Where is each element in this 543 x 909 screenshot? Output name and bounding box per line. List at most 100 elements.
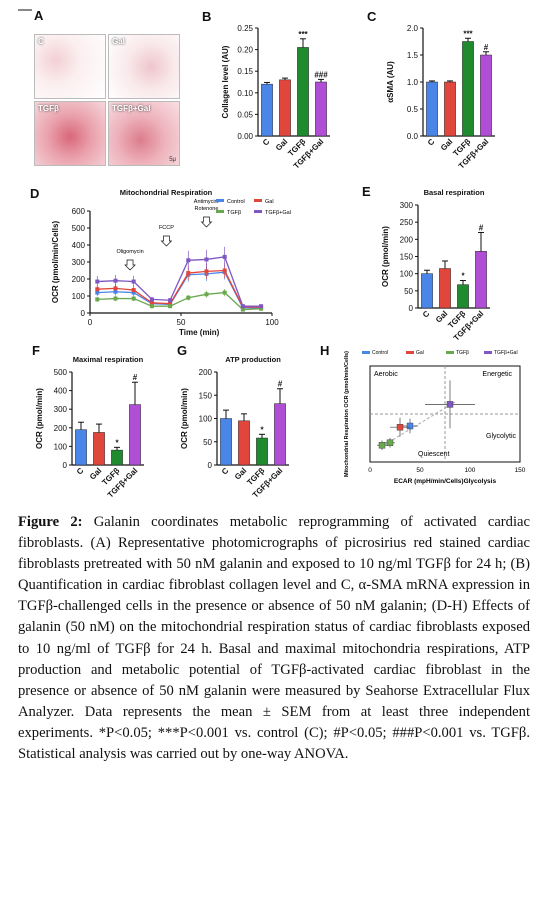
y-axis-title: Mitochondrial Respiration OCR (pmol/min/… xyxy=(344,351,350,477)
data-point xyxy=(149,304,154,309)
micrograph-label: Gal xyxy=(112,37,125,46)
bar xyxy=(261,83,273,137)
micrograph-tgfb-gal: TGFβ+Gal 5μ xyxy=(108,101,180,166)
injection-arrow xyxy=(124,259,136,271)
y-tick-label: 0.5 xyxy=(407,105,419,114)
bar xyxy=(274,403,286,466)
micrograph-gal: Gal xyxy=(108,34,180,99)
bar xyxy=(457,284,469,309)
data-point xyxy=(406,422,414,430)
y-tick-label: 150 xyxy=(400,253,414,262)
legend-label: Control xyxy=(372,350,388,356)
legend-swatch xyxy=(254,210,262,213)
bar xyxy=(475,251,487,309)
bar xyxy=(297,47,309,137)
y-tick-label: 300 xyxy=(72,258,86,267)
x-axis-title: Time (min) xyxy=(179,328,220,337)
y-tick-label: 200 xyxy=(400,235,414,244)
y-tick-label: 0.10 xyxy=(237,89,253,98)
y-tick-label: 100 xyxy=(54,442,68,451)
bar xyxy=(315,81,327,137)
bar xyxy=(220,418,232,466)
data-point xyxy=(240,304,245,309)
x-tick-label: C xyxy=(75,466,86,477)
data-point xyxy=(259,304,264,309)
x-tick-label: C xyxy=(426,137,437,148)
x-tick-label: 50 xyxy=(177,318,186,327)
x-tick-label: 150 xyxy=(515,467,526,474)
legend-swatch xyxy=(406,351,414,354)
panel-a: A xyxy=(18,8,44,23)
y-tick-label: 200 xyxy=(54,424,68,433)
data-point xyxy=(113,278,118,283)
scale-label: 5μ xyxy=(169,157,176,163)
y-tick-label: 0 xyxy=(208,461,213,470)
injection-label: Oligomycin xyxy=(116,249,143,255)
significance-mark: # xyxy=(479,223,484,232)
data-point xyxy=(131,296,136,301)
x-axis-title: ECAR (mpH/min/Cells)Glycolysis xyxy=(394,478,497,485)
panel-d: D Mitochondrial Respiration OCR (pmol/min/… xyxy=(30,186,291,337)
figure: A C Gal TGFβ TGFβ+Gal 5μ B Collagen level… xyxy=(18,8,526,500)
chart-title: Mitochondrial Respiration xyxy=(120,188,213,197)
injection-arrow xyxy=(200,216,213,228)
bar xyxy=(75,429,87,466)
panel-g: G ATP production OCR (pmol/min) 0 50 100 150 20… xyxy=(177,343,289,500)
data-point xyxy=(222,290,227,295)
legend-label: TGFβ xyxy=(456,350,469,356)
panel-e: E Basal respiration OCR (pmol/min) 0 50 100 15… xyxy=(362,184,490,343)
data-point xyxy=(378,441,386,449)
micrograph-label: C xyxy=(38,37,44,46)
micrograph-control: C xyxy=(34,34,106,99)
y-tick-label: 200 xyxy=(199,368,213,377)
bar xyxy=(279,79,291,137)
figure-caption: Figure 2: Galanin coordinates metabolic … xyxy=(18,512,530,765)
y-tick-label: 300 xyxy=(400,201,414,210)
y-tick-label: 1.5 xyxy=(407,51,419,60)
data-point xyxy=(222,268,227,273)
y-tick-label: 0 xyxy=(81,309,86,318)
legend-swatch xyxy=(484,351,492,354)
data-point xyxy=(386,439,394,447)
panel-a-label: A xyxy=(34,8,44,23)
x-tick-label: C xyxy=(261,137,272,148)
data-point xyxy=(149,297,154,302)
panel-label: G xyxy=(177,343,187,358)
micrograph-label: TGFβ xyxy=(38,104,59,113)
y-tick-label: 0.15 xyxy=(237,67,253,76)
y-tick-label: 0.05 xyxy=(237,110,253,119)
y-tick-label: 400 xyxy=(54,387,68,396)
data-point xyxy=(396,423,404,431)
data-point xyxy=(259,306,264,311)
data-point xyxy=(168,304,173,309)
legend-swatch xyxy=(446,351,454,354)
x-tick-label: 100 xyxy=(265,318,279,327)
legend-swatch xyxy=(216,199,224,202)
chart-title: ATP production xyxy=(225,355,281,364)
panel-label: H xyxy=(320,343,329,358)
y-tick-label: 600 xyxy=(72,207,86,216)
legend-swatch xyxy=(216,210,224,213)
data-point xyxy=(204,257,209,262)
data-point xyxy=(222,254,227,259)
chart-title: Maximal respiration xyxy=(73,355,144,364)
panel-label: E xyxy=(362,184,371,199)
data-point xyxy=(113,286,118,291)
bar xyxy=(444,81,456,137)
y-tick-label: 0.20 xyxy=(237,46,253,55)
data-point xyxy=(446,401,454,408)
caption-label: Figure 2: xyxy=(18,514,83,530)
data-point xyxy=(168,298,173,303)
y-tick-label: 500 xyxy=(54,368,68,377)
y-tick-label: 0 xyxy=(409,304,414,313)
x-tick-label: 50 xyxy=(416,467,424,474)
data-point xyxy=(186,271,191,276)
y-tick-label: 500 xyxy=(72,224,86,233)
legend-label: TGFβ+Gal xyxy=(265,210,291,216)
series-line xyxy=(97,291,262,311)
y-tick-label: 150 xyxy=(199,391,213,400)
y-tick-label: 100 xyxy=(72,292,86,301)
y-tick-label: 300 xyxy=(54,405,68,414)
y-axis-title: OCR (pmol/min) xyxy=(180,388,189,449)
data-point xyxy=(168,301,173,306)
